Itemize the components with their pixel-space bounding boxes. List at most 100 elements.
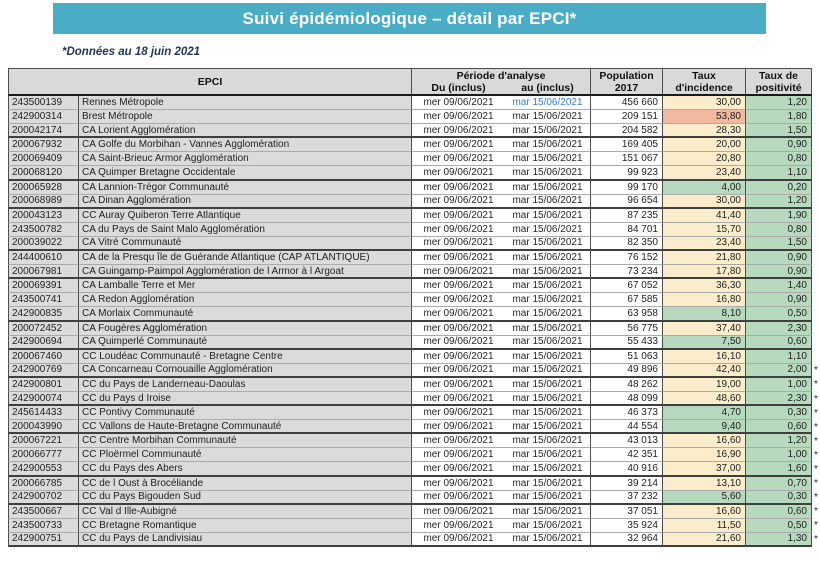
positivity-rate-cell: 0,90 [745, 251, 812, 266]
epci-code-cell: 242900769 [8, 363, 78, 378]
date-au-cell: mar 15/06/2021 [505, 251, 590, 266]
epci-name-cell: CA Lorient Agglomération [78, 124, 411, 139]
date-au-cell: mar 15/06/2021 [505, 237, 590, 252]
epci-code-cell: 242900702 [8, 490, 78, 505]
date-au-cell: mar 15/06/2021 [505, 491, 590, 505]
population-cell: 63 958 [590, 307, 662, 322]
epci-code-cell: 200067221 [8, 434, 78, 449]
positivity-rate-cell: 0,70 [745, 476, 812, 491]
epci-code-cell: 242900074 [8, 391, 78, 407]
table-header: EPCI Période d'analyse Du (inclus) au (i… [8, 68, 820, 96]
population-cell: 32 964 [590, 532, 662, 547]
date-au-cell: mar 15/06/2021 [505, 307, 590, 322]
date-au-link[interactable]: mar 15/06/2021 [505, 96, 590, 111]
date-au-cell: mar 15/06/2021 [505, 181, 590, 195]
epci-code-cell: 200065928 [8, 180, 78, 195]
incidence-rate-cell: 16,10 [662, 349, 745, 364]
date-du-cell: mer 09/06/2021 [411, 124, 505, 139]
date-du-cell: mer 09/06/2021 [411, 166, 505, 181]
footnote-star [812, 195, 820, 209]
date-au-cell: mar 15/06/2021 [505, 434, 590, 449]
incidence-rate-cell: 21,80 [662, 251, 745, 266]
incidence-rate-cell: 41,40 [662, 208, 745, 223]
incidence-rate-cell: 53,80 [662, 110, 745, 125]
population-cell: 151 067 [590, 152, 662, 167]
epci-code-cell: 200069391 [8, 279, 78, 294]
positivity-rate-cell: 0,80 [745, 152, 812, 167]
population-cell: 87 235 [590, 208, 662, 223]
epci-code-cell: 200072452 [8, 321, 78, 336]
epci-code-cell: 200066785 [8, 476, 78, 491]
footnote-star: * [814, 407, 818, 419]
date-du-cell: mer 09/06/2021 [411, 349, 505, 364]
epci-name-cell: CA Vitré Communauté [78, 236, 411, 252]
date-du-cell: mer 09/06/2021 [411, 391, 505, 407]
incidence-rate-cell: 23,40 [662, 166, 745, 181]
epci-code-cell: 200067981 [8, 265, 78, 280]
epci-code-cell: 242900751 [8, 532, 78, 547]
col-header-population-line1: Population [599, 69, 654, 82]
epci-name-cell: CC du Pays Bigouden Sud [78, 490, 411, 505]
incidence-rate-cell: 16,90 [662, 448, 745, 463]
date-du-cell: mer 09/06/2021 [411, 180, 505, 195]
incidence-rate-cell: 42,40 [662, 363, 745, 378]
population-cell: 67 052 [590, 279, 662, 294]
col-header-periode: Période d'analyse [411, 68, 590, 82]
date-au-cell: mar 15/06/2021 [505, 166, 590, 181]
incidence-rate-cell: 7,50 [662, 335, 745, 350]
positivity-rate-cell: 1,00 [745, 377, 812, 392]
col-header-population-line2: 2017 [614, 81, 639, 94]
epci-code-cell: 242900553 [8, 462, 78, 477]
epci-name-cell: CA Golfe du Morbihan - Vannes Agglomérat… [78, 138, 411, 153]
incidence-rate-cell: 4,00 [662, 180, 745, 195]
incidence-rate-cell: 30,00 [662, 194, 745, 209]
positivity-rate-cell: 1,80 [745, 110, 812, 125]
incidence-rate-cell: 8,10 [662, 307, 745, 322]
population-cell: 456 660 [590, 96, 662, 111]
positivity-rate-cell: 2,00 [745, 363, 812, 378]
footnote-star [812, 336, 820, 350]
epci-name-cell: Rennes Métropole [78, 96, 411, 111]
footnote-star [812, 181, 820, 195]
footnote-star: * [814, 449, 818, 461]
date-au-cell: mar 15/06/2021 [505, 209, 590, 223]
positivity-rate-cell: 1,30 [745, 532, 812, 547]
date-au-cell: mar 15/06/2021 [505, 519, 590, 533]
date-au-cell: mar 15/06/2021 [505, 265, 590, 280]
col-header-incidence-line2: d'incidence [675, 81, 733, 94]
date-du-cell: mer 09/06/2021 [411, 208, 505, 223]
incidence-rate-cell: 17,80 [662, 265, 745, 280]
date-du-cell: mer 09/06/2021 [411, 110, 505, 125]
positivity-rate-cell: 1,90 [745, 208, 812, 223]
col-header-positivity-line1: Taux de [759, 69, 798, 82]
date-du-cell: mer 09/06/2021 [411, 377, 505, 392]
epci-name-cell: CC Val d Ille-Aubigné [78, 504, 411, 519]
date-au-cell: mar 15/06/2021 [505, 448, 590, 463]
positivity-rate-cell: 0,80 [745, 222, 812, 237]
date-du-cell: mer 09/06/2021 [411, 251, 505, 266]
date-au-cell: mar 15/06/2021 [505, 138, 590, 153]
footnote-star: * [814, 365, 818, 377]
date-au-cell: mar 15/06/2021 [505, 223, 590, 237]
epci-name-cell: CA Redon Agglomération [78, 293, 411, 308]
date-au-cell: mar 15/06/2021 [505, 152, 590, 167]
date-du-cell: mer 09/06/2021 [411, 96, 505, 111]
positivity-rate-cell: 0,60 [745, 335, 812, 350]
footnote-star: * [814, 506, 818, 518]
epci-name-cell: CA de la Presqu île de Guérande Atlantiq… [78, 251, 411, 266]
epci-table: EPCI Période d'analyse Du (inclus) au (i… [8, 68, 820, 547]
positivity-rate-cell: 1,10 [745, 349, 812, 364]
footnote-star [812, 350, 820, 364]
epci-name-cell: CA du Pays de Saint Malo Agglomération [78, 222, 411, 237]
population-cell: 35 924 [590, 518, 662, 533]
epci-name-cell: CC du Pays des Abers [78, 462, 411, 477]
date-au-cell: mar 15/06/2021 [505, 533, 590, 547]
incidence-rate-cell: 9,40 [662, 420, 745, 435]
incidence-rate-cell: 20,00 [662, 138, 745, 153]
incidence-rate-cell: 37,00 [662, 462, 745, 477]
date-du-cell: mer 09/06/2021 [411, 490, 505, 505]
epci-code-cell: 243500782 [8, 222, 78, 237]
epci-code-cell: 244400610 [8, 251, 78, 266]
footnote-star: * [814, 492, 818, 504]
